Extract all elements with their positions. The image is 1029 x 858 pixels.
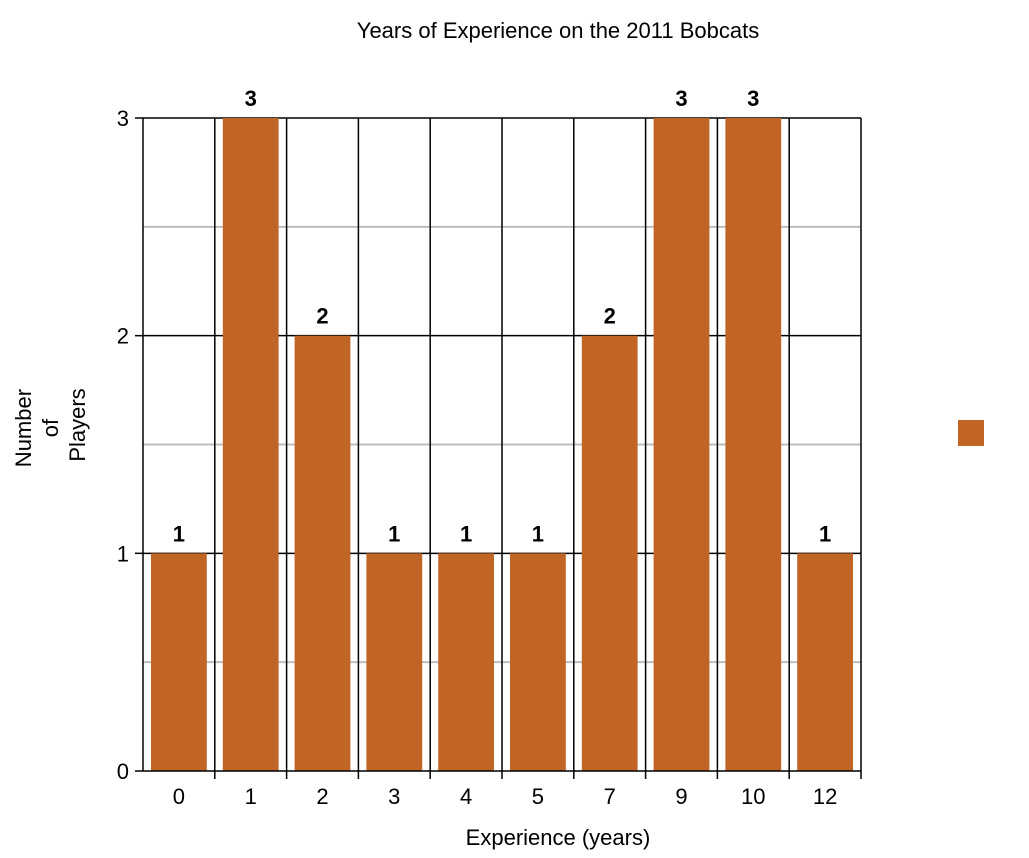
y-tick-labels: 0 1 2 3: [117, 106, 129, 784]
x-tick-label: 12: [813, 784, 837, 809]
data-labels: 1 3 2 1 1 1 2 3 3 1: [173, 86, 831, 546]
x-tick-label: 0: [173, 784, 185, 809]
x-tick-label: 7: [604, 784, 616, 809]
bar: [510, 553, 566, 771]
data-label: 1: [460, 521, 472, 546]
data-label: 3: [747, 86, 759, 111]
bar: [366, 553, 423, 771]
bar: [438, 553, 494, 771]
y-tick-label: 0: [117, 759, 129, 784]
x-tick-labels: 0 1 2 3 4 5 7 9 10 12: [173, 784, 838, 809]
x-tick-label: 10: [741, 784, 765, 809]
x-tick-label: 3: [388, 784, 400, 809]
data-label: 1: [532, 521, 544, 546]
legend-swatch: [958, 420, 984, 446]
bars: [151, 118, 853, 771]
y-tick-label: 1: [117, 541, 129, 566]
bar: [294, 335, 351, 771]
x-tick-label: 4: [460, 784, 472, 809]
axes: [135, 117, 861, 772]
y-axis-title-line-2: of: [38, 418, 63, 437]
bar: [725, 118, 782, 771]
y-axis-title: Number of Players: [11, 383, 90, 467]
x-tick-label: 9: [675, 784, 687, 809]
y-tick-label: 3: [117, 106, 129, 131]
x-axis-title: Experience (years): [466, 825, 651, 850]
bar: [797, 553, 853, 771]
bar: [151, 553, 207, 771]
data-label: 1: [819, 521, 831, 546]
y-axis-title-line-3: Players: [65, 388, 90, 461]
x-tick-label: 5: [532, 784, 544, 809]
data-label: 2: [604, 304, 616, 329]
y-axis-title-line-1: Number: [11, 389, 36, 467]
data-label: 2: [316, 304, 328, 329]
y-tick-label: 2: [117, 324, 129, 349]
bar: [581, 335, 638, 771]
data-label: 3: [675, 86, 687, 111]
x-tick-label: 2: [316, 784, 328, 809]
chart-title: Years of Experience on the 2011 Bobcats: [357, 18, 759, 43]
bar: [653, 118, 710, 771]
data-label: 1: [388, 521, 400, 546]
svg-text:Number of Players: Number of Players: [11, 383, 90, 467]
x-tick-label: 1: [245, 784, 257, 809]
bar: [222, 118, 279, 771]
data-label: 1: [173, 521, 185, 546]
data-label: 3: [245, 86, 257, 111]
